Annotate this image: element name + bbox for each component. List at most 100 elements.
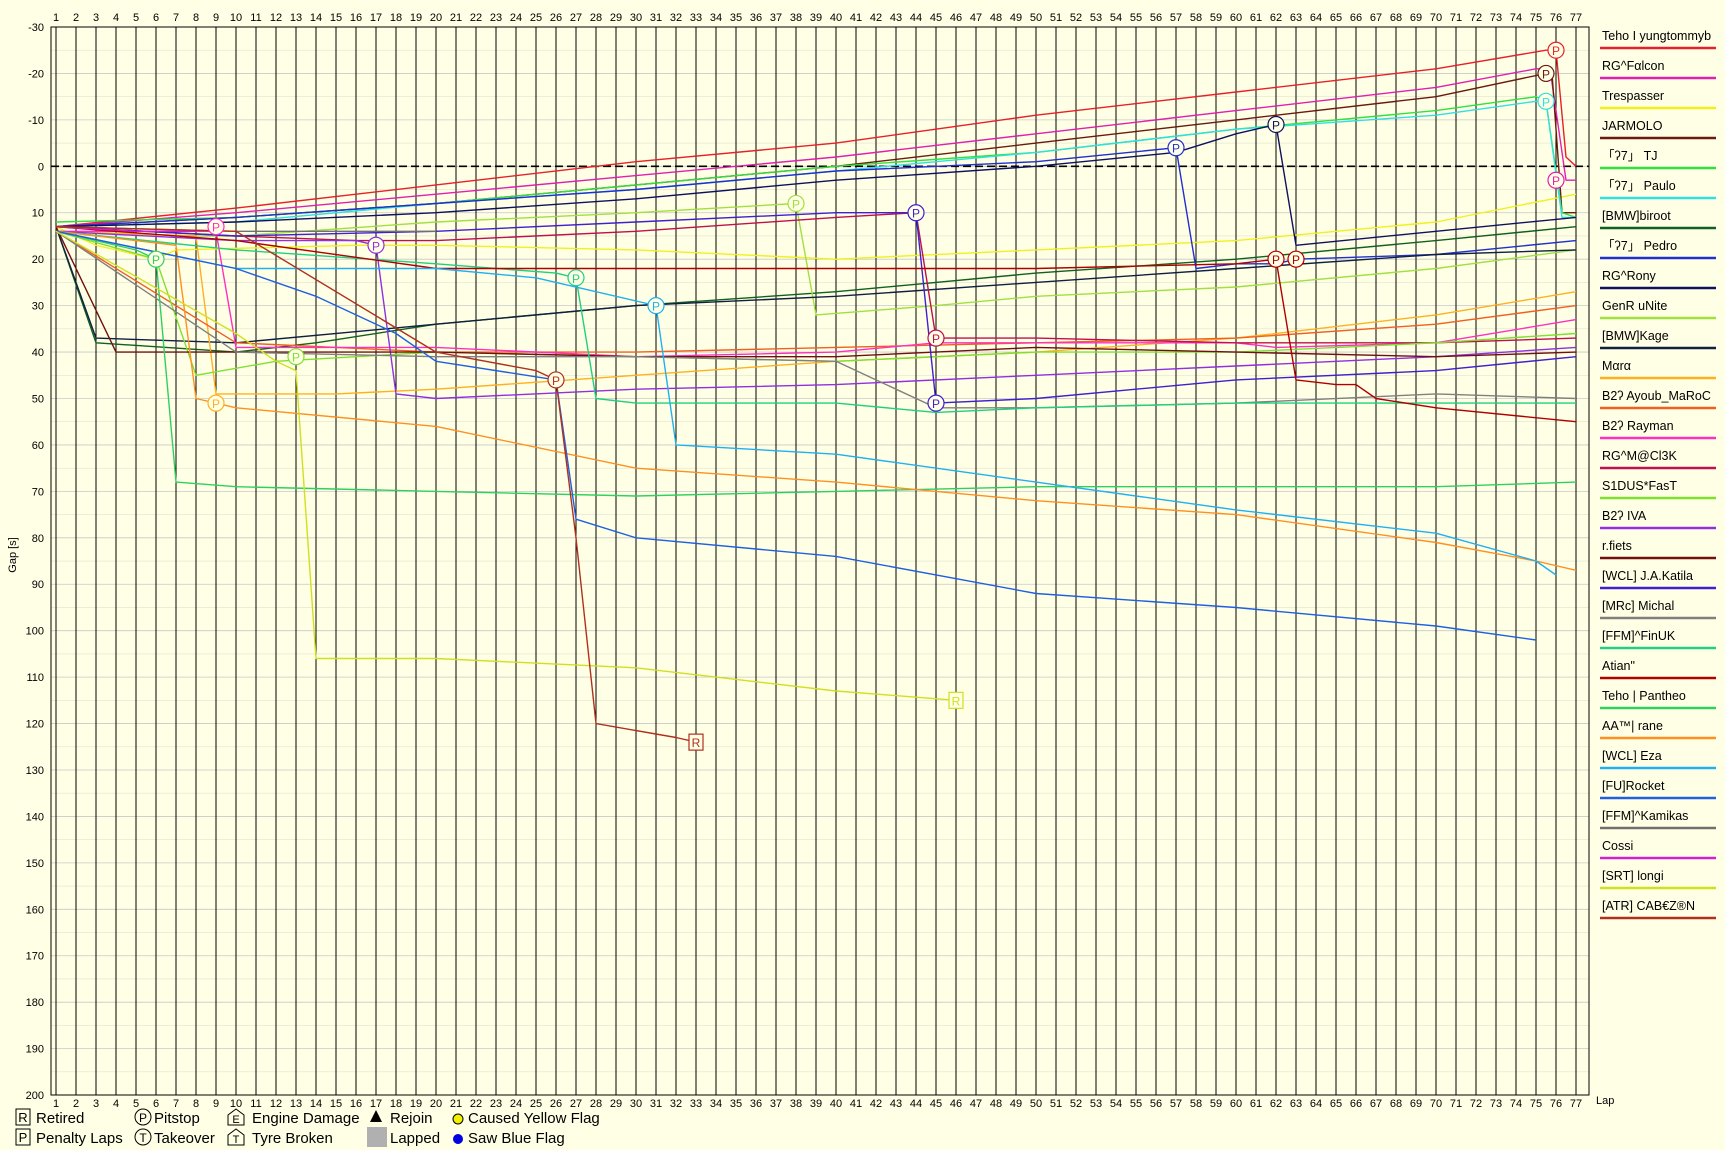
pitstop-marker xyxy=(1267,115,1285,134)
x-tick-label-top: 75 xyxy=(1530,12,1542,24)
legend-label: [BMW]Kage xyxy=(1602,329,1669,343)
x-tick-label-bottom: 55 xyxy=(1130,1098,1142,1110)
x-tick-label-bottom: 31 xyxy=(650,1098,662,1110)
x-tick-label-bottom: 38 xyxy=(790,1098,802,1110)
x-tick-label-top: 18 xyxy=(390,12,402,24)
x-tick-label-bottom: 35 xyxy=(730,1098,742,1110)
x-tick-label-top: 1 xyxy=(53,12,59,24)
x-tick-label-top: 42 xyxy=(870,12,882,24)
retired-symbol: R xyxy=(18,1110,27,1125)
x-tick-label-top: 74 xyxy=(1510,12,1522,24)
pitstop-marker xyxy=(787,194,805,213)
blue-flag-icon xyxy=(453,1134,463,1144)
x-tick-label-bottom: 44 xyxy=(910,1098,922,1110)
retired-key: R Retired xyxy=(15,1108,84,1127)
event-marker-label: P xyxy=(932,397,940,411)
x-tick-label-top: 10 xyxy=(230,12,242,24)
pitstop-marker xyxy=(1537,92,1555,110)
pitstop-marker xyxy=(367,236,385,254)
y-tick-label: 110 xyxy=(26,672,44,684)
x-tick-label-top: 26 xyxy=(550,12,562,24)
x-tick-label-bottom: 20 xyxy=(430,1098,442,1110)
event-marker-label: P xyxy=(292,351,300,365)
series-line xyxy=(55,226,196,233)
x-tick-label-top: 68 xyxy=(1390,12,1402,24)
legend-label: [ATR] CAB€Z®N xyxy=(1602,899,1695,913)
x-tick-label-bottom: 71 xyxy=(1450,1098,1462,1110)
series-line xyxy=(55,230,1577,409)
legend-label: RG^M@Cl3K xyxy=(1602,449,1677,463)
pitstop-marker xyxy=(1547,41,1565,59)
legend-label: B2ʔ IVA xyxy=(1602,509,1647,523)
y-tick-label: 100 xyxy=(26,626,44,638)
legend-label: [SRT] longi xyxy=(1602,869,1664,883)
yellow-flag-key: Caused Yellow Flag xyxy=(452,1110,600,1127)
event-marker-label: P xyxy=(1552,174,1560,188)
rejoin-key-label: Rejoin xyxy=(390,1110,433,1127)
x-tick-label-top: 53 xyxy=(1090,12,1102,24)
x-tick-label-top: 15 xyxy=(330,12,342,24)
event-marker-label: P xyxy=(372,239,380,253)
series-line xyxy=(55,230,957,701)
x-tick-label-bottom: 5 xyxy=(133,1098,139,1110)
series-line xyxy=(55,230,1577,571)
x-tick-label-top: 9 xyxy=(213,12,219,24)
series-line xyxy=(55,211,1577,344)
legend-label: [FU]Rocket xyxy=(1602,779,1665,793)
x-tick-label-bottom: 21 xyxy=(450,1098,462,1110)
y-tick-label: 180 xyxy=(26,997,44,1009)
event-key: R Retired P Penalty Laps P Pitstop T Tak… xyxy=(15,1108,600,1147)
rejoin-triangle-icon xyxy=(370,1110,382,1122)
event-marker-label: P xyxy=(652,300,660,314)
y-tick-label: -30 xyxy=(28,22,44,34)
x-tick-label-bottom: 59 xyxy=(1210,1098,1222,1110)
y-tick-label: 60 xyxy=(32,440,44,452)
x-tick-label-top: 14 xyxy=(310,12,322,24)
x-tick-label-top: 56 xyxy=(1150,12,1162,24)
x-tick-label-top: 36 xyxy=(750,12,762,24)
x-tick-label-bottom: 7 xyxy=(173,1098,179,1110)
pitstop-marker xyxy=(1537,64,1555,83)
legend-label: B2ʔ Rayman xyxy=(1602,419,1674,433)
x-tick-label-bottom: 56 xyxy=(1150,1098,1162,1110)
x-tick-label-bottom: 45 xyxy=(930,1098,942,1110)
x-tick-label-top: 11 xyxy=(250,12,261,24)
series-line xyxy=(55,226,1577,423)
event-marker-label: R xyxy=(952,694,961,708)
x-tick-label-bottom: 76 xyxy=(1550,1098,1562,1110)
y-tick-label: 140 xyxy=(26,811,44,823)
y-tick-label: 20 xyxy=(32,254,44,266)
lapped-key: Lapped xyxy=(367,1127,440,1147)
x-tick-label-top: 45 xyxy=(930,12,942,24)
tyre-key-label: Tyre Broken xyxy=(252,1130,333,1147)
retired-marker xyxy=(688,733,704,751)
x-tick-label-top: 4 xyxy=(113,12,119,24)
series-line xyxy=(55,230,1557,576)
x-tick-label-top: 47 xyxy=(970,12,982,24)
x-tick-label-top: 40 xyxy=(830,12,842,24)
x-tick-label-bottom: 10 xyxy=(230,1098,242,1110)
x-tick-label-top: 58 xyxy=(1190,12,1202,24)
x-tick-label-top: 23 xyxy=(490,12,502,24)
x-tick-label-top: 60 xyxy=(1230,12,1242,24)
takeover-key: T Takeover xyxy=(134,1128,215,1147)
event-marker-label: P xyxy=(552,374,560,388)
x-tick-label-bottom: 73 xyxy=(1490,1098,1502,1110)
x-tick-label-top: 62 xyxy=(1270,12,1282,24)
series-line xyxy=(55,100,1576,228)
series-line xyxy=(55,123,1577,247)
yellow-flag-icon xyxy=(452,1113,464,1125)
engine-symbol: E xyxy=(232,1114,239,1126)
x-tick-label-bottom: 54 xyxy=(1110,1098,1122,1110)
legend-label: 「ʔ7」 Paulo xyxy=(1602,179,1676,193)
x-tick-label-top: 16 xyxy=(350,12,362,24)
event-marker-label: P xyxy=(1172,142,1180,156)
penalty-laps-key: P Penalty Laps xyxy=(15,1128,123,1147)
x-tick-label-top: 13 xyxy=(290,12,302,24)
y-tick-label: -10 xyxy=(28,115,44,127)
y-tick-label: 30 xyxy=(32,301,44,313)
x-tick-label-bottom: 4 xyxy=(113,1098,119,1110)
legend-label: Teho | Pantheo xyxy=(1602,689,1686,703)
x-tick-label-bottom: 77 xyxy=(1570,1098,1582,1110)
